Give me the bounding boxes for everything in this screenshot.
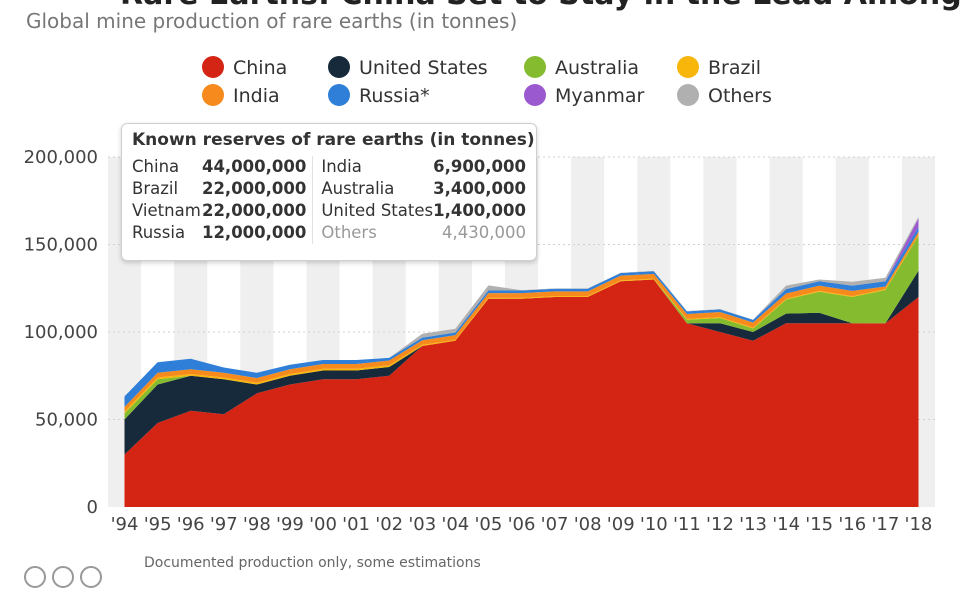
cc-icon	[24, 566, 46, 588]
x-tick-label: '00	[309, 514, 337, 535]
legend-label-australia: Australia	[555, 57, 639, 79]
reserve-value: 12,000,000	[201, 223, 307, 242]
x-tick-label: '99	[276, 514, 304, 535]
legend-label-india: India	[233, 85, 280, 107]
x-tick-label: '04	[441, 514, 469, 535]
legend-label-china: China	[233, 57, 287, 79]
reserve-country: United States	[321, 201, 434, 220]
area-china	[124, 279, 919, 507]
reserve-country: Brazil	[132, 179, 179, 198]
y-tick-label: 50,000	[35, 410, 98, 431]
x-tick-label: '10	[640, 514, 668, 535]
x-tick-label: '15	[805, 514, 833, 535]
x-tick-label: '09	[607, 514, 635, 535]
x-tick-label: '18	[905, 514, 933, 535]
reserve-value: 22,000,000	[201, 201, 307, 220]
x-tick-label: '17	[871, 514, 899, 535]
reserve-row: India 6,900,000	[321, 156, 526, 178]
legend-dot-brazil	[677, 56, 699, 78]
x-tick-label: '06	[508, 514, 536, 535]
reserve-value: 3,400,000	[433, 179, 526, 198]
reserve-row: Russia 12,000,000	[132, 222, 306, 244]
legend-label-myanmar: Myanmar	[555, 85, 644, 107]
x-tick-label: '13	[739, 514, 767, 535]
nd-icon	[80, 566, 102, 588]
reserves-box: Known reserves of rare earths (in tonnes…	[121, 123, 537, 261]
reserve-country: Vietnam	[132, 201, 201, 220]
x-tick-label: '97	[210, 514, 238, 535]
area-australia	[124, 235, 919, 420]
x-tick-label: '03	[408, 514, 436, 535]
reserve-value: 44,000,000	[201, 157, 307, 176]
reserves-column-right: India 6,900,000 Australia 3,400,000 United S…	[313, 156, 526, 244]
x-tick-label: '96	[177, 514, 205, 535]
legend-dot-australia	[524, 56, 546, 78]
x-tick-label: '01	[342, 514, 370, 535]
legend-label-united-states: United States	[359, 57, 488, 79]
y-axis: 0 50,000 100,000 150,000 200,000	[24, 147, 98, 518]
area-india	[124, 231, 919, 412]
x-tick-label: '16	[838, 514, 866, 535]
reserve-value: 6,900,000	[433, 157, 526, 176]
y-tick-label: 0	[87, 497, 98, 518]
legend-dot-russia	[328, 84, 350, 106]
y-tick-label: 200,000	[24, 147, 98, 168]
x-tick-label: '94	[111, 514, 139, 535]
x-tick-label: '14	[772, 514, 800, 535]
reserves-title: Known reserves of rare earths (in tonnes…	[132, 130, 535, 150]
x-tick-label: '12	[706, 514, 734, 535]
reserve-row: United States 1,400,000	[321, 200, 526, 222]
x-tick-label: '11	[673, 514, 701, 535]
reserves-column-left: China 44,000,000 Brazil 22,000,000 Vietnam 22…	[132, 156, 314, 244]
reserve-country: Others	[321, 223, 377, 242]
license-icons	[24, 566, 108, 592]
x-tick-label: '95	[144, 514, 172, 535]
x-tick-label: '98	[243, 514, 271, 535]
reserve-value: 22,000,000	[201, 179, 307, 198]
reserve-row: China 44,000,000	[132, 156, 306, 178]
legend-dot-united-states	[328, 56, 350, 78]
reserve-country: Russia	[132, 223, 186, 242]
reserve-value: 4,430,000	[442, 223, 526, 242]
x-tick-label: '02	[375, 514, 403, 535]
legend-label-russia: Russia*	[359, 85, 430, 107]
reserve-row: Brazil 22,000,000	[132, 178, 306, 200]
reserve-country: India	[321, 157, 362, 176]
legend-label-brazil: Brazil	[708, 57, 761, 79]
footnote: Documented production only, some estimat…	[144, 555, 481, 571]
reserve-country: Australia	[321, 179, 395, 198]
area-russia	[124, 227, 919, 407]
legend-dot-china	[202, 56, 224, 78]
reserve-row: Others 4,430,000	[321, 222, 526, 244]
chart-subtitle: Global mine production of rare earths (i…	[26, 9, 517, 33]
x-tick-label: '08	[574, 514, 602, 535]
legend: China United States Australia Brazil India Ru…	[202, 56, 772, 107]
x-axis: '94'95'96'97'98'99'00'01'02'03'04'05'06 '…	[111, 514, 933, 535]
legend-label-others: Others	[708, 85, 772, 107]
reserve-row: Vietnam 22,000,000	[132, 200, 306, 222]
x-tick-label: '07	[541, 514, 569, 535]
y-tick-label: 150,000	[24, 235, 98, 256]
stacked-areas	[124, 216, 919, 507]
by-icon	[52, 566, 74, 588]
reserve-row: Australia 3,400,000	[321, 178, 526, 200]
reserves-table: China 44,000,000 Brazil 22,000,000 Vietnam 22…	[132, 156, 526, 244]
legend-dot-others	[677, 84, 699, 106]
legend-dot-india	[202, 84, 224, 106]
reserve-value: 1,400,000	[433, 201, 526, 220]
chart-title: Rare Earths: China Set to Stay in the Le…	[120, 0, 960, 12]
x-tick-label: '05	[474, 514, 502, 535]
y-tick-label: 100,000	[24, 322, 98, 343]
legend-dot-myanmar	[524, 84, 546, 106]
reserve-country: China	[132, 157, 180, 176]
